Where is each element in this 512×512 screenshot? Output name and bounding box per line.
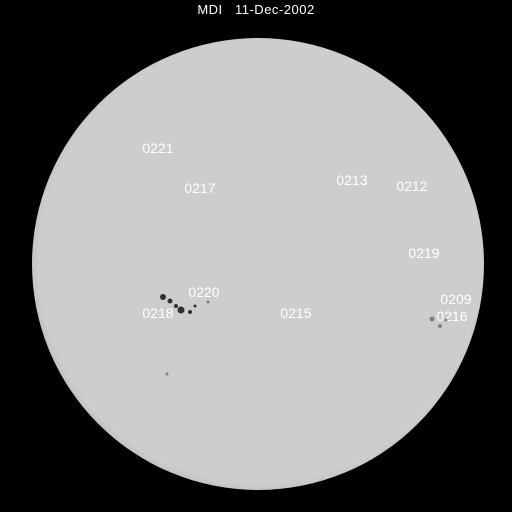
region-label: 0215 (280, 305, 311, 321)
region-label: 0209 (440, 291, 471, 307)
sunspot (178, 307, 185, 314)
region-label: 0220 (188, 284, 219, 300)
region-label: 0213 (336, 172, 367, 188)
sunspot (160, 294, 166, 300)
region-label: 0221 (142, 140, 173, 156)
sunspot (188, 310, 192, 314)
sunspot (194, 305, 197, 308)
region-label: 0218 (142, 305, 173, 321)
region-label: 0217 (184, 180, 215, 196)
sunspot (445, 319, 448, 322)
sunspot (438, 324, 442, 328)
region-label: 0219 (408, 245, 439, 261)
image-title: MDI 11-Dec-2002 (0, 0, 512, 20)
region-label: 0212 (396, 178, 427, 194)
solar-disc (32, 38, 484, 490)
region-label: 0216 (436, 308, 467, 324)
sunspot (168, 299, 173, 304)
image-canvas: MDI 11-Dec-2002 0221 0217 0213 0212 0219 0220… (0, 0, 512, 512)
sunspot (166, 373, 169, 376)
sunspot (207, 301, 210, 304)
sunspot (430, 317, 435, 322)
